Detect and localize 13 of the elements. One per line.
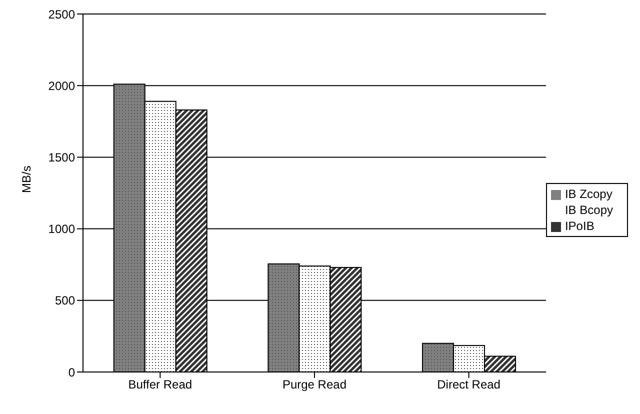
y-tick-label: 0 bbox=[68, 365, 76, 380]
y-tick-label: 1500 bbox=[48, 150, 76, 164]
x-tick-label: Buffer Read bbox=[128, 378, 192, 392]
legend-label: IB Zcopy bbox=[564, 187, 612, 201]
x-tick-label: Direct Read bbox=[437, 378, 500, 392]
legend-label: IPoIB bbox=[564, 219, 594, 233]
y-axis-title: MB/s bbox=[19, 166, 34, 193]
y-tick-label: 1000 bbox=[48, 222, 76, 236]
y-tick-label: 2500 bbox=[48, 7, 76, 22]
x-tick-label: Purge Read bbox=[282, 378, 347, 392]
y-tick-label: 500 bbox=[54, 294, 76, 308]
y-tick-label: 2000 bbox=[48, 78, 76, 93]
text: IB Bcopy bbox=[564, 203, 613, 217]
